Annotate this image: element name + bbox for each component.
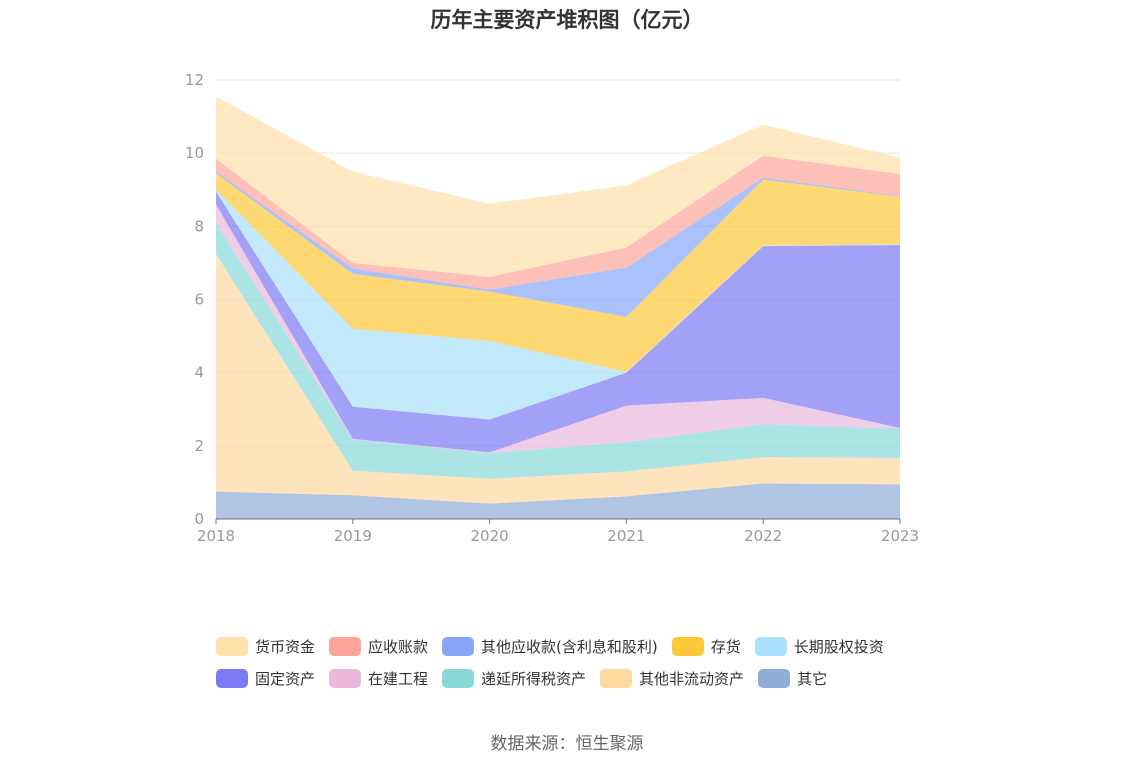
area-series-5 — [216, 189, 900, 420]
x-tick-label: 2022 — [744, 527, 782, 545]
y-tick-label: 0 — [194, 510, 204, 528]
legend-label: 递延所得税资产 — [481, 669, 587, 688]
legend-item[interactable]: 存货 — [671, 636, 741, 657]
legend-swatch — [216, 636, 248, 656]
area-series — [216, 96, 900, 519]
legend-label: 货币资金 — [255, 637, 316, 656]
legend-item[interactable]: 其他非流动资产 — [600, 668, 744, 689]
legend-row-1: 货币资金 应收账款 其他应收款(含利息和股利) 存货 长期股权投资 — [216, 630, 936, 662]
area-series-4 — [216, 191, 900, 453]
legend-label: 应收账款 — [368, 637, 429, 656]
legend-label: 其它 — [797, 669, 828, 688]
data-source-note: 数据来源：恒生聚源 — [490, 734, 644, 754]
area-series-2 — [216, 222, 900, 479]
legend-label: 其他非流动资产 — [639, 669, 745, 688]
legend-item[interactable]: 应收账款 — [329, 636, 428, 657]
legend-swatch — [600, 668, 633, 688]
legend-item[interactable]: 其它 — [758, 668, 827, 689]
area-series-6 — [216, 173, 900, 372]
area-series-9 — [216, 96, 900, 277]
legend-item[interactable]: 长期股权投资 — [754, 636, 884, 657]
x-tick-label: 2021 — [607, 527, 645, 545]
legend-item[interactable]: 固定资产 — [216, 668, 315, 689]
legend-item[interactable]: 其他应收款(含利息和股利) — [442, 636, 658, 657]
area-series-1 — [216, 253, 900, 504]
area-series-8 — [216, 155, 900, 290]
x-tick-label: 2020 — [471, 527, 509, 545]
legend-label: 其他应收款(含利息和股利) — [481, 637, 658, 656]
area-series-0 — [216, 483, 900, 519]
y-tick-label: 6 — [194, 291, 204, 309]
legend-swatch — [329, 668, 362, 688]
legend-swatch — [671, 636, 704, 656]
legend-swatch — [442, 636, 475, 656]
y-tick-label: 8 — [194, 217, 204, 235]
legend-swatch — [758, 668, 791, 688]
legend-row-2: 固定资产 在建工程 递延所得税资产 其他非流动资产 其它 — [216, 662, 936, 694]
y-tick-label: 12 — [185, 71, 204, 89]
legend-swatch — [754, 636, 787, 656]
legend-swatch — [216, 668, 248, 688]
x-tick-label: 2018 — [197, 527, 235, 545]
legend-item[interactable]: 递延所得税资产 — [442, 668, 586, 689]
y-tick-label: 2 — [194, 437, 204, 455]
legend-label: 固定资产 — [255, 669, 316, 688]
axes: 0 2 4 6 8 10 12 2018 2019 2020 2021 2022 2023 — [185, 71, 919, 545]
legend-label: 在建工程 — [368, 669, 429, 688]
chart-title: 历年主要资产堆积图（亿元） — [430, 8, 704, 32]
y-tick-label: 10 — [185, 144, 204, 162]
y-tick-label: 4 — [194, 364, 204, 382]
legend-item[interactable]: 货币资金 — [216, 636, 315, 657]
legend-label: 存货 — [710, 637, 741, 656]
legend-label: 长期股权投资 — [793, 637, 884, 656]
x-tick-label: 2023 — [881, 527, 919, 545]
legend-swatch — [442, 668, 475, 688]
area-series-7 — [216, 171, 900, 318]
x-tick-label: 2019 — [334, 527, 372, 545]
stacked-area-chart: 0 2 4 6 8 10 12 2018 2019 2020 2021 2022 2023 — [185, 71, 919, 545]
legend-swatch — [329, 636, 362, 656]
legend: 货币资金 应收账款 其他应收款(含利息和股利) 存货 长期股权投资 固定资产 在建工程 递延… — [216, 630, 936, 694]
legend-item[interactable]: 在建工程 — [329, 668, 428, 689]
